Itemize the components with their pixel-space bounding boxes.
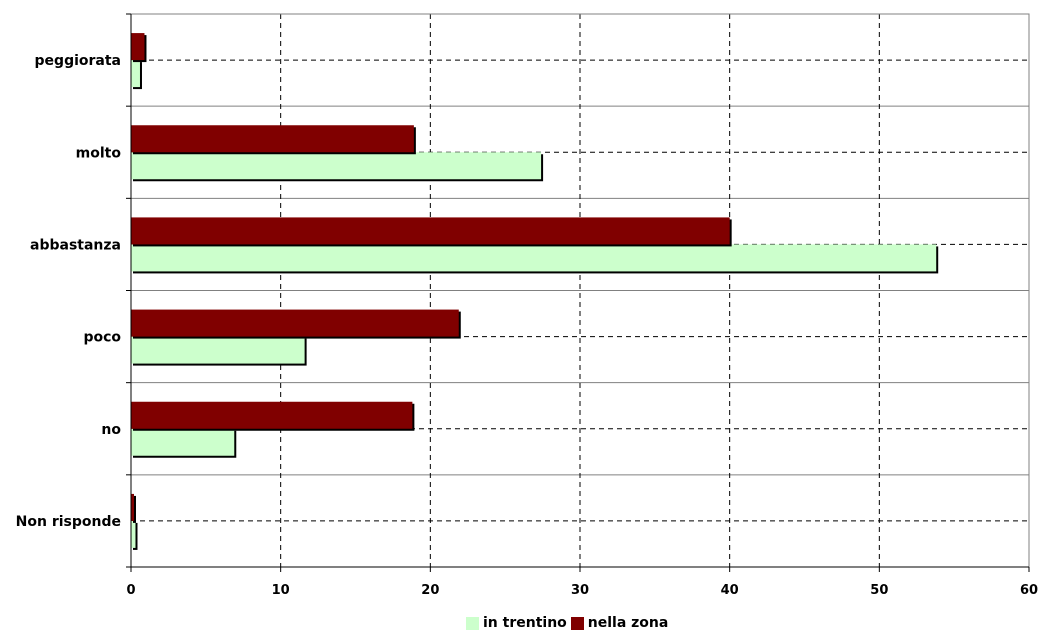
x-tick-labels: 0 10 20 30 40 50 60	[126, 583, 1038, 598]
bar-chart: peggiorata molto abbastanza poco no Non rispo…	[16, 13, 1038, 598]
x-tick-label: 10	[272, 583, 290, 598]
category-label-no: no	[101, 422, 121, 438]
x-tick-label: 20	[421, 583, 439, 598]
bar-in-trentino-poco	[131, 336, 305, 364]
legend: in trentino nella zona	[466, 614, 672, 632]
bar-in-trentino-peggiorata	[131, 60, 140, 88]
legend-item-nella-zona: nella zona	[570, 615, 669, 631]
bar-nella-zona-poco	[131, 309, 459, 337]
x-tick-label: 60	[1020, 583, 1038, 598]
x-tick-label: 40	[721, 583, 739, 598]
category-label-peggiorata: peggiorata	[35, 53, 121, 69]
legend-label-in-trentino: in trentino	[483, 615, 567, 631]
bar-in-trentino-non-risponde	[131, 520, 136, 548]
legend-swatch-nella-zona	[570, 616, 584, 630]
bar-in-trentino-abbastanza	[131, 244, 937, 272]
category-label-non-risponde: Non risponde	[16, 514, 121, 530]
grid-lines	[131, 14, 1029, 567]
bar-nella-zona-no	[131, 401, 413, 429]
category-label-abbastanza: abbastanza	[30, 237, 121, 253]
x-tick-label: 50	[870, 583, 888, 598]
bar-shadow	[133, 495, 136, 523]
bar-nella-zona-molto	[131, 125, 414, 153]
bars	[131, 33, 939, 550]
category-label-molto: molto	[76, 145, 122, 161]
bar-nella-zona-abbastanza	[131, 217, 730, 245]
bar-nella-zona-non-risponde	[131, 493, 134, 521]
axes	[126, 13, 1030, 572]
bar-nella-zona-peggiorata	[131, 33, 145, 61]
x-tick-label: 30	[571, 583, 589, 598]
bar-in-trentino-no	[131, 428, 235, 456]
category-labels: peggiorata molto abbastanza poco no Non rispo…	[16, 53, 122, 530]
legend-swatch-in-trentino	[466, 616, 479, 630]
legend-item-in-trentino: in trentino	[466, 615, 567, 631]
legend-label-nella-zona: nella zona	[587, 615, 669, 631]
bar-in-trentino-molto	[131, 152, 542, 180]
category-label-poco: poco	[83, 330, 121, 346]
x-tick-label: 0	[126, 583, 135, 598]
